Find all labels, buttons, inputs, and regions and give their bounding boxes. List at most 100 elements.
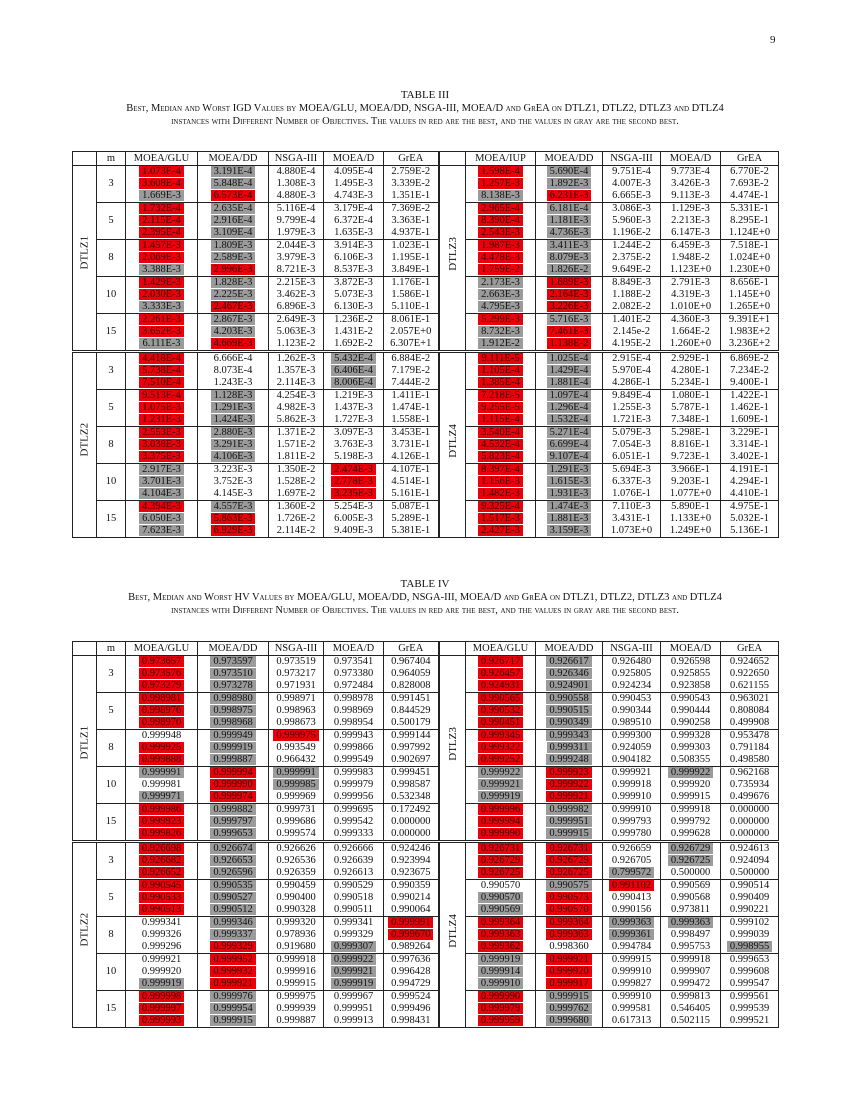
table-row: 2.115E-4 2.916E-4 9.799E-4 6.372E-4 3.363E-1… — [73, 215, 779, 227]
column-header: MOEA/DD — [535, 151, 603, 166]
value-cell: 4.474E-1 — [720, 190, 779, 203]
value-cell: 1.635E-3 — [323, 227, 384, 240]
second-best-value: 1.669E-3 — [139, 190, 184, 201]
value-cell: 4.145E-3 — [197, 488, 269, 501]
value-cell: 0.926682 — [125, 855, 198, 867]
value-cell: 0.990558 — [535, 692, 603, 705]
value-cell: 0.999303 — [660, 742, 721, 754]
table-row: 0.990533 0.990527 0.990400 0.990518 0.990214… — [73, 892, 779, 904]
value-cell: 0.000000 — [720, 816, 779, 828]
value-cell: 6.106E-3 — [323, 252, 384, 264]
best-value: 1.257E-3 — [478, 178, 523, 189]
second-best-value: 0.998955 — [726, 941, 773, 952]
value-cell: 3.849E-1 — [383, 264, 439, 277]
value-cell: 3.229E-1 — [720, 426, 779, 439]
column-header: NSGA-III — [268, 641, 324, 656]
second-best-value: 8.138E-3 — [478, 190, 523, 201]
column-header: MOEA/IUP — [465, 151, 536, 166]
value-cell: 1.357E-3 — [268, 365, 324, 377]
second-best-value: 0.999951 — [546, 816, 592, 827]
value-cell: 0.499676 — [720, 791, 779, 804]
value-cell: 2.965E-4 — [465, 202, 536, 215]
best-value: 0.999922 — [546, 779, 592, 790]
value-cell: 1.474E-1 — [383, 402, 439, 414]
problem-label: DTLZ4 — [437, 350, 466, 538]
second-best-value: 1.181E-3 — [546, 215, 592, 226]
column-header: m — [96, 641, 126, 656]
second-best-value: 0.999915 — [546, 828, 592, 839]
table-row: 8 0.999948 0.999949 0.999975 0.999943 0.99914… — [73, 729, 779, 767]
value-cell: 1.385E-4 — [465, 377, 536, 390]
value-cell: 1.586E-1 — [383, 289, 439, 301]
column-header: GrEA — [383, 151, 439, 166]
value-cell: 0.923858 — [660, 680, 721, 693]
value-cell: 0.999813 — [660, 990, 721, 1003]
value-cell: 3.701E-3 — [125, 476, 198, 488]
value-cell: 0.989510 — [602, 717, 661, 730]
value-cell: 9.325E-4 — [465, 500, 536, 513]
best-value: 0.999994 — [477, 816, 524, 827]
value-cell: 9.107E-4 — [535, 451, 603, 464]
value-cell: 0.924246 — [383, 840, 439, 855]
best-value: 0.999345 — [477, 730, 524, 741]
problem-label: DTLZ2 — [72, 350, 97, 538]
value-cell: 9.391E+1 — [720, 313, 779, 326]
value-cell: 8.295E-1 — [720, 215, 779, 227]
value-cell: 3.291E-3 — [197, 439, 269, 451]
value-cell: 0.999363 — [660, 916, 721, 929]
value-cell: 4.532E-4 — [465, 439, 536, 451]
second-best-value: 0.999919 — [138, 978, 185, 989]
second-best-value: 8.079E-3 — [546, 252, 592, 263]
value-cell: 0.999921 — [465, 779, 536, 791]
second-best-value: 0.926674 — [210, 844, 256, 854]
value-cell: 3.966E-1 — [660, 463, 721, 476]
value-cell: 0.990518 — [323, 892, 384, 904]
second-best-value: 6.050E-3 — [139, 513, 184, 524]
problem-label: DTLZ1 — [72, 655, 97, 842]
value-cell: 0.999524 — [383, 990, 439, 1003]
value-cell: 0.999979 — [323, 779, 384, 791]
value-cell: 0.973510 — [197, 668, 269, 680]
value-cell: 0.990527 — [197, 892, 269, 904]
second-best-value: 0.973278 — [210, 680, 256, 691]
value-cell: 0.926698 — [125, 840, 198, 855]
second-best-value: 1.025E-4 — [546, 354, 592, 364]
second-best-value: 0.999343 — [546, 730, 592, 741]
value-cell: 0.990349 — [535, 717, 603, 730]
value-cell: 2.589E-3 — [197, 252, 269, 264]
value-cell: 4.982E-3 — [268, 402, 324, 414]
value-cell: 0.999921 — [602, 766, 661, 779]
value-cell: 4.203E-3 — [197, 326, 269, 338]
value-cell: 0.999363 — [535, 929, 603, 941]
value-cell: 0.499908 — [720, 717, 779, 730]
second-best-value: 4.736E-3 — [546, 227, 592, 238]
value-cell: 6.869E-2 — [720, 350, 779, 365]
second-best-value: 1.424E-3 — [210, 414, 256, 425]
table-iii-caption-line1: Best, Median and Worst IGD Values by MOE… — [126, 103, 724, 114]
second-best-value: 0.990527 — [210, 892, 256, 903]
value-cell: 1.073E+0 — [602, 525, 661, 538]
best-value: 0.999986 — [138, 804, 185, 815]
value-cell: 0.999951 — [323, 1003, 384, 1015]
best-value: 0.999974 — [210, 791, 256, 802]
second-best-value: 2.635E-4 — [210, 203, 256, 214]
value-cell: 5.234E-1 — [660, 377, 721, 390]
value-cell: 3.235E-3 — [323, 488, 384, 501]
best-value: 0.973279 — [138, 680, 185, 691]
value-cell: 1.219E-3 — [323, 389, 384, 402]
value-cell: 2.467E-3 — [197, 301, 269, 314]
value-cell: 0.991451 — [383, 692, 439, 705]
table-row: 3.375E-3 4.106E-3 1.811E-2 5.198E-3 4.126E-1… — [73, 451, 779, 464]
value-cell: 0.999991 — [383, 916, 439, 929]
objectives-count: 15 — [96, 500, 126, 538]
second-best-value: 0.999971 — [138, 791, 185, 802]
best-value: 1.759E-2 — [478, 264, 523, 275]
value-cell: 0.990459 — [268, 879, 324, 892]
value-cell: 0.999653 — [197, 828, 269, 842]
value-cell: 1.517E-3 — [465, 513, 536, 525]
value-cell: 0.999922 — [660, 766, 721, 779]
value-cell: 0.924901 — [535, 680, 603, 693]
value-cell: 0.998968 — [197, 717, 269, 730]
value-cell: 1.097E-4 — [535, 389, 603, 402]
problem-name: DTLZ2 — [78, 912, 91, 947]
